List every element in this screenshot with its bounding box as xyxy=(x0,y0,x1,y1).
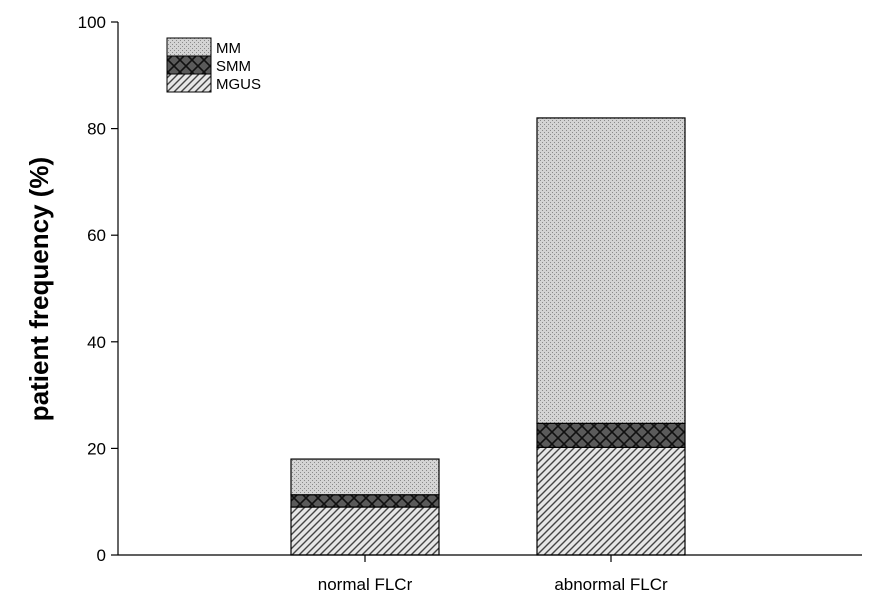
legend-label-mgus: MGUS xyxy=(216,76,261,93)
axes: 0 20 40 60 80 100 normal FLCr abnormal FLCr xyxy=(78,13,862,594)
y-tick-label: 100 xyxy=(78,13,106,32)
legend-swatch-mm xyxy=(166,37,212,57)
bar-smm-normal xyxy=(290,494,440,508)
y-axis-title: patient frequency (%) xyxy=(24,157,54,421)
x-tick-label: normal FLCr xyxy=(318,575,413,594)
bar-mgus-normal xyxy=(290,506,440,556)
bar-mm-normal xyxy=(290,458,440,496)
bar-mgus-abnormal xyxy=(536,446,686,556)
x-tick-label: abnormal FLCr xyxy=(554,575,668,594)
y-tick-label: 80 xyxy=(87,120,106,139)
bar-smm-abnormal xyxy=(536,422,686,448)
legend-swatch-mgus xyxy=(166,73,212,93)
legend-label-smm: SMM xyxy=(216,58,251,75)
legend-label-mm: MM xyxy=(216,40,241,57)
bars xyxy=(290,117,686,556)
y-tick-label: 60 xyxy=(87,226,106,245)
y-tick-label: 20 xyxy=(87,439,106,458)
legend-swatch-smm xyxy=(166,55,212,75)
y-tick-label: 40 xyxy=(87,333,106,352)
bar-mm-abnormal xyxy=(536,117,686,424)
y-tick-label: 0 xyxy=(97,546,106,565)
